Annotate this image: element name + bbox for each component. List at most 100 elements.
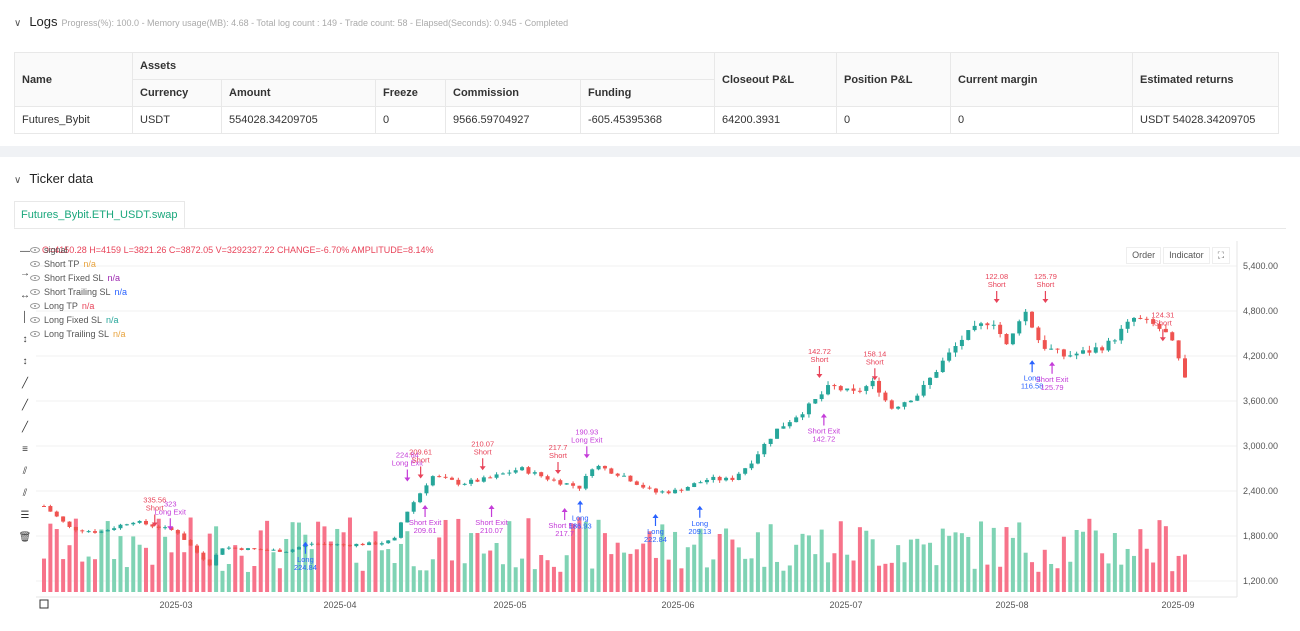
vertical-segment-icon[interactable]: ↕ xyxy=(22,334,28,345)
tab-symbol[interactable]: Futures_Bybit.ETH_USDT.swap xyxy=(14,201,185,229)
volume-bar xyxy=(163,536,168,592)
candle-body xyxy=(271,549,276,551)
candle-body xyxy=(265,549,270,551)
horizontal-ray-icon[interactable]: → xyxy=(20,268,30,279)
cell-funding: -605.45395368 xyxy=(580,106,715,134)
candle-body xyxy=(1055,348,1060,350)
segment-icon[interactable]: ╱ xyxy=(21,422,29,433)
legend-item[interactable]: Long Fixed SL n/a xyxy=(30,313,127,327)
eye-icon[interactable] xyxy=(30,289,40,295)
legend-item[interactable]: signal xyxy=(30,243,127,257)
candle-body xyxy=(513,470,518,473)
candle-body xyxy=(156,526,161,529)
up-arrow-icon xyxy=(696,505,703,518)
candle-body xyxy=(367,542,372,546)
volume-bar xyxy=(1163,526,1168,592)
volume-bar xyxy=(360,570,365,592)
order-button[interactable]: Order xyxy=(1126,247,1162,264)
delete-icon[interactable]: 🗑 xyxy=(18,532,32,543)
volume-bar xyxy=(857,527,862,592)
volume-bar xyxy=(539,555,544,592)
parallel-channel-icon[interactable]: ⫽ xyxy=(22,466,28,477)
volume-bar xyxy=(118,536,123,592)
calendar-icon[interactable] xyxy=(39,599,49,609)
candle-body xyxy=(1017,321,1022,334)
legend-item[interactable]: Short Fixed SL n/a xyxy=(30,271,127,285)
up-arrow-icon xyxy=(422,505,429,517)
volume-bar xyxy=(1081,531,1086,592)
ray-line-icon[interactable]: ╱ xyxy=(21,400,29,411)
legend-item[interactable]: Short Trailing SL n/a xyxy=(30,285,127,299)
crosshair-icon[interactable]: — xyxy=(20,246,30,257)
price-chart[interactable]: 5,400.00 4,800.00 4,200.00 3,600.00 3,000.00… xyxy=(0,157,1300,631)
volume-bar xyxy=(615,542,620,592)
ticker-header[interactable]: ∨ Ticker data xyxy=(14,171,93,186)
volume-bar xyxy=(673,531,678,592)
volume-bar xyxy=(481,553,486,592)
volume-bar xyxy=(908,539,913,592)
chevron-down-icon[interactable]: ∨ xyxy=(14,175,22,186)
candle-body xyxy=(124,524,129,526)
eye-icon[interactable] xyxy=(30,331,40,337)
ticker-title: Ticker data xyxy=(29,171,94,186)
candle-body xyxy=(813,399,818,404)
eye-icon[interactable] xyxy=(30,261,40,267)
candle-body xyxy=(1061,349,1066,357)
volume-bar xyxy=(628,553,633,592)
up-arrow-icon xyxy=(652,514,659,526)
signal-label: Short Exit xyxy=(475,518,508,527)
vertical-line-icon[interactable]: │ xyxy=(21,312,29,323)
indicator-button[interactable]: Indicator xyxy=(1163,247,1210,264)
candle-body xyxy=(551,479,556,481)
volume-bar xyxy=(775,561,780,592)
volume-bar xyxy=(347,517,352,592)
col-margin: Current margin xyxy=(950,52,1133,107)
volume-bar xyxy=(940,528,945,592)
volume-bar xyxy=(787,565,792,592)
candle-body xyxy=(622,475,627,477)
logs-summary: Progress(%): 100.0 - Memory usage(MB): 4… xyxy=(61,18,569,28)
volume-bar xyxy=(806,535,811,592)
legend-item[interactable]: Short TP n/a xyxy=(30,257,127,271)
legend-value: n/a xyxy=(83,259,96,269)
eye-icon[interactable] xyxy=(30,275,40,281)
eye-icon[interactable] xyxy=(30,303,40,309)
volume-bar xyxy=(1144,548,1149,592)
candle-body xyxy=(1125,321,1130,329)
legend-label: Long Trailing SL xyxy=(44,329,110,339)
legend-item[interactable]: Long Trailing SL n/a xyxy=(30,327,127,341)
candle-body xyxy=(143,520,148,525)
volume-bar xyxy=(1151,562,1156,592)
candle-body xyxy=(494,474,499,478)
volume-bar xyxy=(1119,564,1124,592)
volume-bar xyxy=(934,565,939,592)
vertical-ray-icon[interactable]: ↕ xyxy=(22,356,28,367)
measure-icon[interactable]: ☰ xyxy=(20,510,30,521)
volume-bar xyxy=(1183,554,1187,592)
volume-bar xyxy=(494,543,499,592)
candle-body xyxy=(214,554,219,566)
fib-icon[interactable]: ⫽ xyxy=(22,488,28,499)
fullscreen-icon[interactable]: ⛶ xyxy=(1211,247,1230,264)
candle-body xyxy=(220,548,225,555)
candle-body xyxy=(794,417,799,423)
logs-header[interactable]: ∨ Logs Progress(%): 100.0 - Memory usage… xyxy=(14,14,568,29)
candle-body xyxy=(112,528,117,530)
candle-body xyxy=(290,549,295,552)
eye-icon[interactable] xyxy=(30,317,40,323)
eye-icon[interactable] xyxy=(30,247,40,253)
price-channel-icon[interactable]: ≡ xyxy=(22,444,28,455)
volume-bar xyxy=(335,528,340,592)
volume-bar xyxy=(679,568,684,592)
horizontal-line-icon[interactable]: ↔ xyxy=(20,290,30,301)
trend-line-icon[interactable]: ╱ xyxy=(21,378,29,389)
chevron-down-icon[interactable]: ∨ xyxy=(14,18,22,29)
candle-body xyxy=(947,352,952,361)
up-arrow-icon xyxy=(1049,361,1056,374)
volume-bar xyxy=(838,521,843,592)
down-arrow-icon xyxy=(151,514,158,527)
volume-bar xyxy=(398,543,403,592)
volume-bar xyxy=(526,518,531,592)
legend-item[interactable]: Long TP n/a xyxy=(30,299,127,313)
signal-label: Short xyxy=(866,357,885,366)
